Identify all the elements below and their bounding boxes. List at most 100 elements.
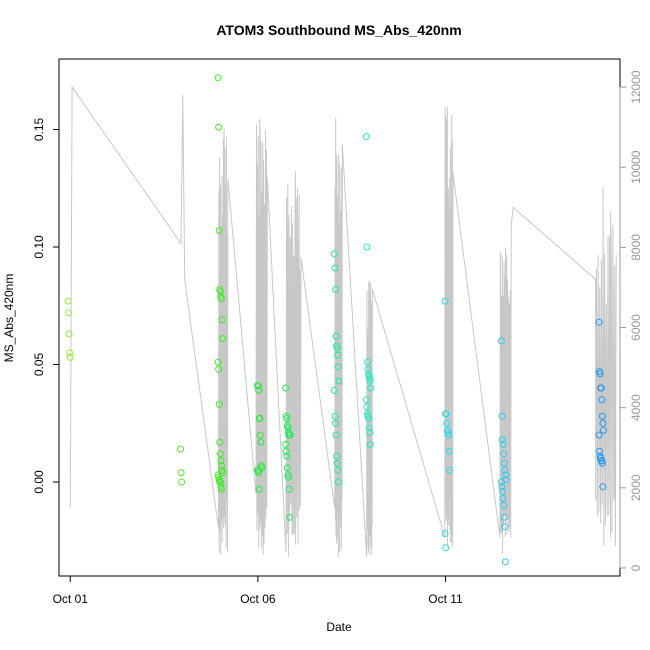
data-point (215, 227, 223, 235)
data-point (215, 123, 223, 131)
data-point (330, 250, 338, 258)
data-point (216, 288, 224, 296)
data-point (255, 386, 263, 394)
data-point (500, 450, 508, 458)
data-point (285, 473, 292, 481)
x-axis: Oct 01 Oct 06 Oct 11 (53, 575, 463, 606)
data-point (366, 377, 374, 385)
y-tick-label: 0.00 (32, 470, 46, 494)
data-point (218, 316, 226, 324)
data-point (442, 544, 450, 552)
x-tick-label: Oct 06 (240, 592, 276, 606)
chart-title: ATOM3 Southbound MS_Abs_420nm (216, 22, 461, 38)
y-tick-label: 0.15 (32, 117, 46, 141)
data-point (362, 396, 370, 404)
y2-axis: 0 2000 4000 6000 8000 10000 12000 (619, 70, 643, 571)
data-point (282, 384, 290, 392)
data-point (216, 450, 224, 458)
data-point (595, 318, 603, 326)
data-point (599, 483, 607, 491)
secondary-series-line (69, 85, 617, 558)
data-point (214, 358, 222, 366)
x-tick-label: Oct 11 (428, 592, 463, 606)
data-point (332, 285, 340, 293)
data-point (363, 243, 371, 251)
y-tick-label: 0.10 (32, 235, 46, 259)
data-point (282, 440, 290, 448)
data-point (365, 415, 373, 422)
data-point (282, 447, 290, 455)
data-point (364, 365, 372, 373)
y2-tick-label: 2000 (629, 474, 643, 501)
data-point (66, 349, 74, 357)
data-point (332, 332, 340, 340)
data-point (598, 412, 606, 420)
data-point (334, 478, 342, 486)
data-point (330, 386, 338, 394)
y2-tick-label: 6000 (629, 314, 643, 341)
data-point (217, 457, 225, 465)
data-point (497, 337, 505, 345)
data-point (446, 466, 454, 474)
data-point (501, 466, 509, 474)
data-point (499, 440, 507, 448)
data-point (442, 410, 450, 418)
y2-tick-label: 10000 (629, 150, 643, 184)
data-point (598, 396, 606, 404)
data-point (215, 400, 223, 408)
data-point (366, 440, 374, 448)
data-point (283, 452, 291, 460)
data-point (500, 459, 508, 467)
data-point (499, 487, 506, 495)
data-point (333, 344, 341, 352)
data-point (595, 431, 603, 439)
data-point (255, 485, 263, 493)
secondary-line-layer (69, 85, 617, 558)
x-tick-label: Oct 01 (53, 592, 89, 606)
data-point (215, 365, 223, 373)
y2-tick-label: 8000 (629, 234, 643, 261)
data-point (499, 494, 507, 502)
data-point (500, 502, 508, 509)
data-point (256, 431, 264, 439)
data-point (500, 513, 508, 521)
data-point (286, 431, 294, 439)
data-point (497, 478, 505, 486)
data-point (498, 412, 506, 420)
data-point (364, 358, 371, 366)
data-point (498, 483, 506, 491)
y-tick-label: 0.05 (32, 352, 46, 376)
data-point (332, 419, 340, 427)
data-point (285, 485, 293, 493)
data-point (65, 330, 73, 338)
data-point (362, 133, 370, 141)
data-point (363, 403, 371, 411)
data-point (501, 523, 509, 531)
data-point (64, 297, 72, 305)
data-point (501, 471, 509, 479)
data-point (443, 419, 451, 427)
data-point (65, 309, 73, 317)
data-point (216, 438, 224, 446)
data-point (331, 264, 339, 272)
data-point (597, 384, 605, 392)
data-point (333, 459, 341, 467)
y-axis: 0.00 0.05 0.10 0.15 (32, 117, 60, 494)
data-point (600, 426, 607, 434)
data-point (331, 412, 339, 420)
data-point (283, 464, 291, 472)
data-point (334, 351, 342, 359)
data-point (256, 415, 264, 422)
data-point (257, 438, 265, 446)
data-point (445, 431, 452, 439)
data-point (178, 478, 186, 486)
data-point (441, 297, 449, 305)
data-point (66, 353, 74, 361)
data-point (177, 445, 185, 453)
y-axis-label: MS_Abs_420nm (2, 274, 16, 363)
data-point (218, 295, 225, 303)
data-point (441, 530, 449, 538)
data-point (254, 382, 262, 390)
